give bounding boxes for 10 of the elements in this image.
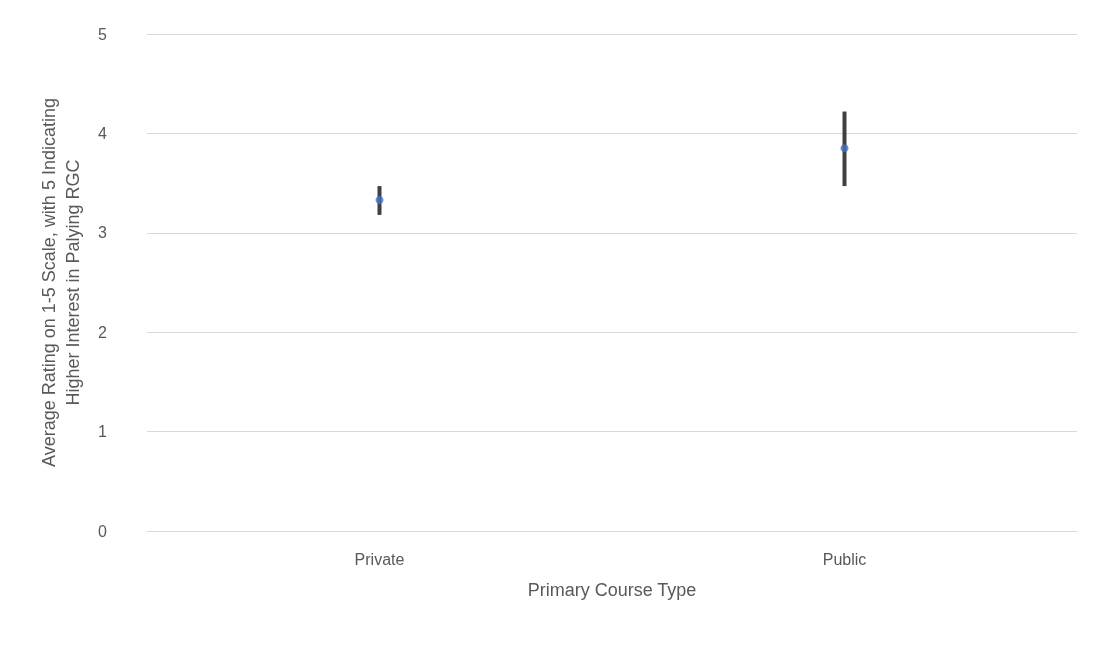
y-tick-label: 5 bbox=[98, 25, 108, 43]
x-tick-label: Private bbox=[354, 550, 405, 568]
y-tick-label: 3 bbox=[98, 224, 108, 242]
y-axis-title: Average Rating on 1-5 Scale, with 5 Indicating Higher Interest in Palying RGC bbox=[39, 98, 83, 467]
y-tick-label: 4 bbox=[98, 124, 108, 142]
x-axis-title: Primary Course Type bbox=[527, 580, 697, 600]
y-tick-label: 1 bbox=[98, 423, 108, 441]
y-tick-label: 2 bbox=[98, 323, 108, 341]
x-tick-label: Public bbox=[822, 550, 867, 568]
y-tick-label: 0 bbox=[98, 522, 108, 540]
